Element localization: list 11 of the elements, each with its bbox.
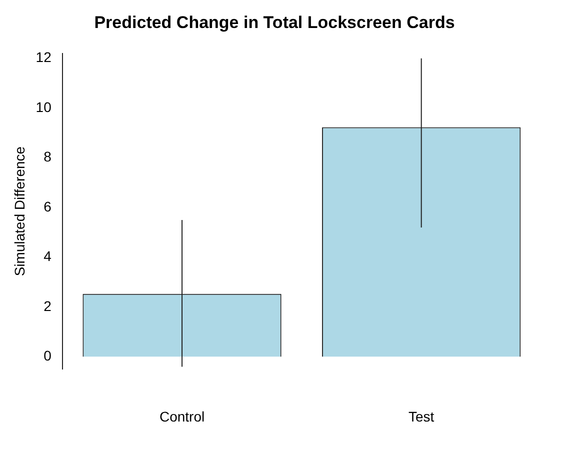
y-tick-label: 4 bbox=[44, 248, 52, 264]
chart-title: Predicted Change in Total Lockscreen Cards bbox=[94, 12, 455, 32]
y-tick-label: 10 bbox=[36, 98, 52, 115]
y-tick-label: 6 bbox=[44, 198, 52, 214]
x-tick-label: Test bbox=[408, 408, 434, 424]
y-tick-label: 2 bbox=[44, 298, 52, 314]
x-tick-label: Control bbox=[159, 408, 205, 424]
y-tick-label: 8 bbox=[44, 148, 52, 165]
y-axis-title: Simulated Difference bbox=[11, 146, 28, 276]
y-tick-label: 12 bbox=[36, 49, 52, 66]
y-tick-label: 0 bbox=[44, 348, 52, 364]
